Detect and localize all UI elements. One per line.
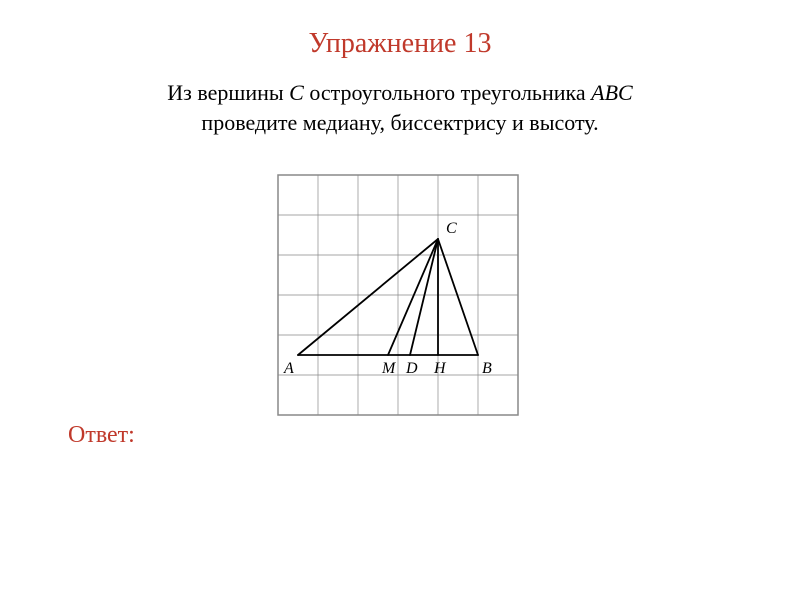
problem-pre: Из вершины <box>167 80 289 105</box>
svg-text:H: H <box>433 360 447 377</box>
problem-line2: проведите медиану, биссектрису и высоту. <box>201 110 598 135</box>
svg-text:A: A <box>283 360 294 377</box>
exercise-title: Упражнение 13 <box>0 0 800 60</box>
title-text: Упражнение 13 <box>309 28 492 59</box>
problem-var-abc: ABC <box>591 80 633 105</box>
problem-mid: остроугольного треугольника <box>304 80 591 105</box>
problem-statement: Из вершины C остроугольного треугольника… <box>0 60 800 137</box>
answer-text: Ответ: <box>68 422 135 448</box>
triangle-diagram: A MDH B C <box>258 165 542 439</box>
diagram-container: A MDH B C <box>0 165 800 439</box>
svg-text:M: M <box>381 360 397 377</box>
problem-var-c: C <box>289 80 304 105</box>
svg-text:C: C <box>446 220 457 237</box>
svg-text:B: B <box>482 360 492 377</box>
svg-text:D: D <box>405 360 418 377</box>
answer-label: Ответ: <box>68 422 135 449</box>
